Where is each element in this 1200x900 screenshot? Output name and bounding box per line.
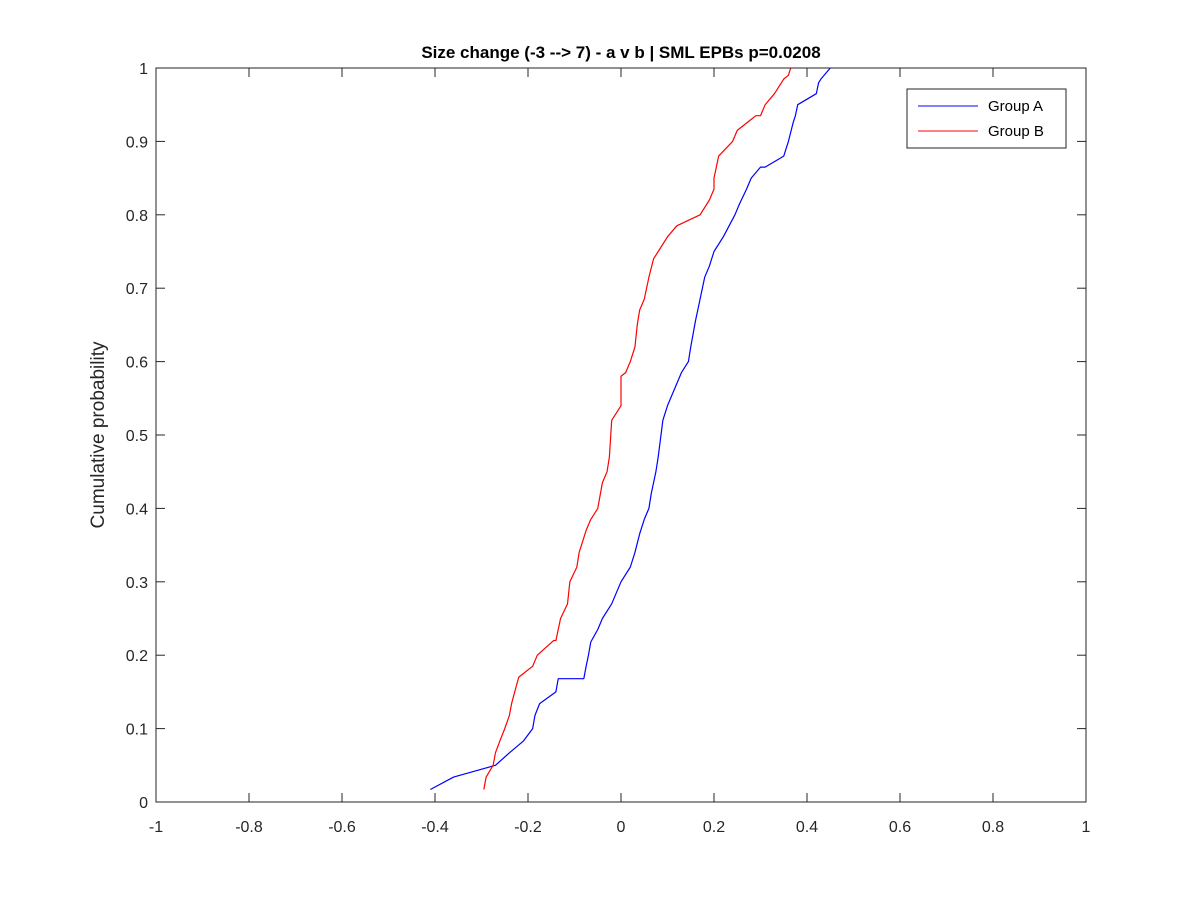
series-line-group-b [483, 67, 792, 790]
series-line-group-a [430, 67, 831, 791]
y-tick-label: 0.5 [126, 428, 148, 445]
x-tick-label: 0.8 [982, 819, 1004, 836]
x-tick-label: -0.2 [514, 819, 542, 836]
x-tick-label: 0.6 [889, 819, 911, 836]
y-tick-label: 0.3 [126, 575, 148, 592]
x-tick-label: 0.4 [796, 819, 818, 836]
x-tick-label: -1 [149, 819, 163, 836]
chart-title: Size change (-3 --> 7) - a v b | SML EPB… [421, 43, 820, 62]
y-tick-label: 0.4 [126, 501, 148, 518]
x-tick-label: 1 [1082, 819, 1091, 836]
x-tick-label: -0.8 [235, 819, 263, 836]
y-tick-label: 1 [139, 61, 148, 78]
x-tick-label: 0.2 [703, 819, 725, 836]
legend-label-group-a: Group A [988, 98, 1043, 115]
y-tick-label: 0.6 [126, 355, 148, 372]
y-tick-label: 0.2 [126, 648, 148, 665]
x-tick-label: -0.6 [328, 819, 356, 836]
y-axis-label: Cumulative probability [88, 341, 109, 528]
x-tick-label: -0.4 [421, 819, 449, 836]
y-tick-label: 0.7 [126, 281, 148, 298]
series-layer [430, 67, 831, 791]
ticks-layer: -1 -0.8 -0.6 -0.4 -0.2 0 0.2 0.4 0.6 0.8 1 0 0.1 0.2 0… [126, 61, 1091, 836]
y-tick-label: 0.8 [126, 208, 148, 225]
y-tick-label: 0.9 [126, 134, 148, 151]
y-tick-label: 0 [139, 795, 148, 812]
legend: Group A Group B [906, 88, 1067, 149]
legend-box [906, 88, 1067, 149]
y-tick-label: 0.1 [126, 722, 148, 739]
legend-label-group-b: Group B [988, 123, 1044, 140]
x-tick-label: 0 [617, 819, 626, 836]
plot-area [156, 68, 1086, 802]
